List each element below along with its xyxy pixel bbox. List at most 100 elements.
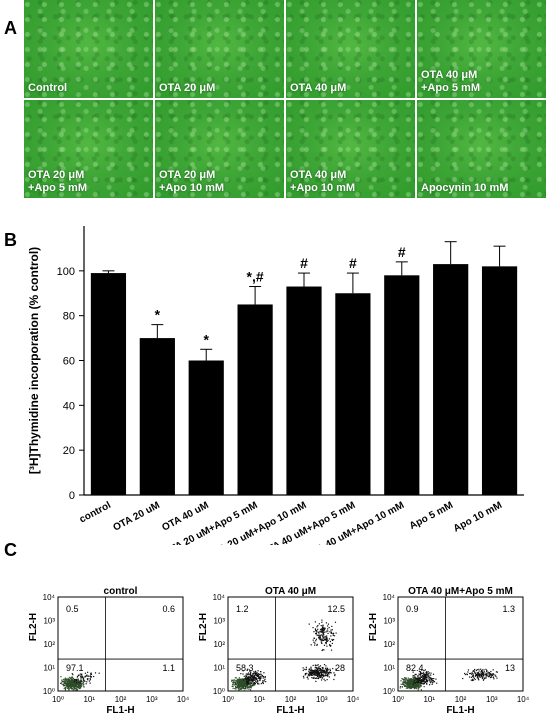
- scatter-points: [399, 668, 498, 691]
- bar-8: [481, 266, 518, 495]
- bar-4: [286, 286, 322, 495]
- bar-7: [433, 264, 469, 495]
- significance-mark: *: [155, 307, 161, 323]
- micrograph-label: Apocynin 10 mM: [421, 182, 509, 194]
- x-tick-label: control: [78, 500, 113, 526]
- y-tick-label: 10⁰: [43, 687, 55, 696]
- micrograph-label: OTA 20 μM +Apo 10 mM: [159, 169, 225, 194]
- micrograph-1: OTA 20 μM: [155, 0, 284, 98]
- x-axis-label: FL1-H: [106, 705, 134, 716]
- quadrant-value-lr: 13: [505, 663, 515, 673]
- micrograph-label: OTA 40 μM +Apo 10 mM: [290, 169, 356, 194]
- quadrant-value-lr: 1.1: [162, 663, 175, 673]
- x-tick-label: Apo 10 mM: [452, 500, 504, 535]
- flow-plot-title: control: [104, 586, 138, 597]
- x-tick-label: 10³: [316, 695, 328, 704]
- quadrant-value-ul: 0.5: [66, 604, 79, 614]
- flow-plot-frame: [397, 596, 524, 692]
- micrograph-label: OTA 20 μM +Apo 5 mM: [28, 169, 87, 194]
- micrograph-3: OTA 40 μM +Apo 5 mM: [417, 0, 546, 98]
- significance-mark: #: [349, 255, 357, 271]
- x-tick-label: 10³: [486, 695, 498, 704]
- x-tick-label: OTA 20 uM: [111, 500, 161, 534]
- y-tick-label: 10³: [383, 617, 395, 626]
- micrograph-2: OTA 40 μM: [286, 0, 415, 98]
- micrograph-texture: [286, 100, 415, 198]
- panel-label-a: A: [4, 18, 17, 38]
- y-tick-label: 10¹: [213, 664, 225, 673]
- bar-1: [139, 338, 175, 495]
- x-tick-label: Apo 5 mM: [408, 500, 455, 532]
- x-tick-label: 10⁴: [517, 695, 530, 704]
- x-tick-label: 10²: [455, 695, 467, 704]
- y-axis-label: [³H]Thymidine incorporation (% control): [27, 247, 41, 474]
- y-tick-label: 10⁴: [43, 593, 56, 602]
- micrograph-label: OTA 40 μM +Apo 5 mM: [421, 69, 480, 94]
- micrograph-0: Control: [24, 0, 153, 98]
- y-tick-label: 80: [63, 311, 75, 323]
- y-axis-label: FL2-H: [28, 613, 39, 641]
- bar-3: [237, 304, 273, 495]
- x-tick-label: 10¹: [423, 695, 435, 704]
- quadrant-value-ll: 82.4: [406, 663, 424, 673]
- bar-2: [188, 360, 224, 495]
- bar-5: [335, 293, 371, 495]
- y-tick-label: 10²: [383, 640, 395, 649]
- x-tick-label: 10⁰: [222, 695, 234, 704]
- micrograph-texture: [417, 100, 546, 198]
- y-tick-label: 100: [57, 266, 75, 278]
- scatter-points: [231, 619, 337, 692]
- y-tick-label: 10²: [43, 640, 55, 649]
- micrograph-texture: [24, 100, 153, 198]
- micrograph-texture: [155, 0, 284, 98]
- bar-6: [384, 275, 420, 495]
- significance-mark: *: [203, 331, 209, 347]
- y-tick-label: 10¹: [383, 664, 395, 673]
- micrograph-4: OTA 20 μM +Apo 5 mM: [24, 100, 153, 198]
- quadrant-value-ll: 58.3: [236, 663, 254, 673]
- y-tick-label: 10²: [213, 640, 225, 649]
- y-tick-label: 10⁴: [213, 593, 226, 602]
- y-tick-label: 60: [63, 356, 75, 368]
- y-tick-label: 0: [69, 490, 75, 502]
- significance-mark: *,#: [247, 269, 264, 285]
- micrograph-texture: [155, 100, 284, 198]
- micrograph-7: Apocynin 10 mM: [417, 100, 546, 198]
- x-tick-label: 10²: [285, 695, 297, 704]
- x-tick-label: 10⁰: [52, 695, 64, 704]
- x-tick-label: 10³: [146, 695, 158, 704]
- y-tick-label: 40: [63, 400, 75, 412]
- y-tick-label: 10¹: [43, 664, 55, 673]
- quadrant-value-ll: 97.1: [66, 663, 84, 673]
- y-tick-label: 10⁰: [213, 687, 225, 696]
- micrograph-6: OTA 40 μM +Apo 10 mM: [286, 100, 415, 198]
- micrograph-texture: [24, 0, 153, 98]
- x-tick-label: 10¹: [83, 695, 95, 704]
- x-axis-label: FL1-H: [446, 705, 474, 716]
- flow-plot-title: OTA 40 μM: [265, 586, 316, 597]
- micrograph-label: OTA 40 μM: [290, 82, 347, 94]
- bar-0: [90, 273, 127, 495]
- y-tick-label: 10³: [43, 617, 55, 626]
- micrograph-5: OTA 20 μM +Apo 10 mM: [155, 100, 284, 198]
- x-tick-label: 10⁰: [392, 695, 404, 704]
- x-axis-label: FL1-H: [276, 705, 304, 716]
- thymidine-bar-chart: 0 20 40 60 80 100 [³H]Thymidine incorporation …: [27, 226, 524, 545]
- micrograph-texture: [286, 0, 415, 98]
- significance-mark: #: [398, 244, 406, 260]
- y-tick-label: 10⁰: [383, 687, 395, 696]
- quadrant-value-ur: 0.6: [162, 604, 175, 614]
- significance-mark: #: [300, 255, 308, 271]
- micrograph-label: OTA 20 μM: [159, 82, 216, 94]
- y-axis-label: FL2-H: [368, 613, 379, 641]
- y-axis-label: FL2-H: [198, 613, 209, 641]
- quadrant-value-ur: 12.5: [327, 604, 345, 614]
- y-tick-label: 20: [63, 445, 75, 457]
- x-tick-label: 10¹: [253, 695, 265, 704]
- quadrant-value-ul: 0.9: [406, 604, 419, 614]
- x-tick-label: 10⁴: [347, 695, 360, 704]
- quadrant-value-ul: 1.2: [236, 604, 249, 614]
